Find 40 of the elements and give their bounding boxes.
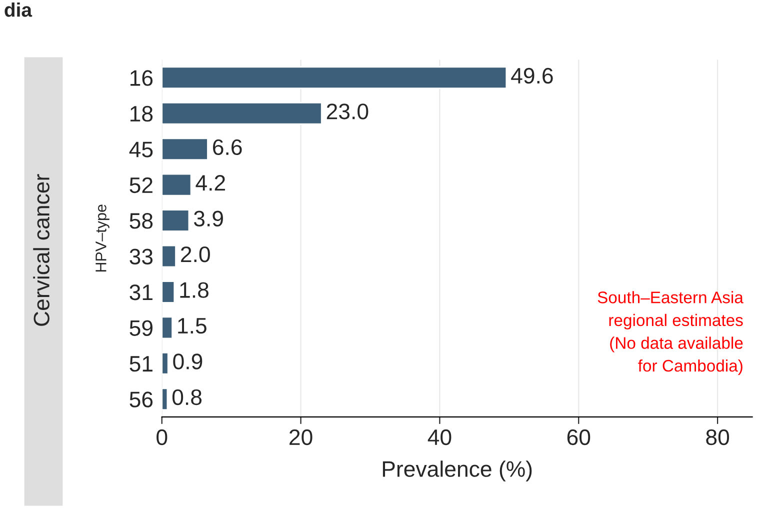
- data-label: 1.5: [178, 318, 206, 334]
- data-label: 3.9: [194, 210, 223, 226]
- data-label: 4.2: [196, 175, 225, 191]
- bar: [162, 209, 190, 232]
- y-tick-label: 56: [130, 392, 153, 408]
- y-tick-label: 31: [130, 284, 152, 300]
- x-axis-title: Prevalence (%): [382, 460, 532, 482]
- bar: [162, 102, 322, 125]
- data-label: 49.6: [511, 68, 553, 84]
- y-axis-title: HPV–type: [96, 204, 110, 272]
- bar: [162, 173, 192, 196]
- data-label: 2.0: [181, 246, 210, 262]
- x-tick-label: 0: [156, 429, 168, 446]
- y-tick-label: 59: [130, 320, 152, 336]
- bar: [162, 352, 169, 375]
- y-tick-label: 16: [130, 70, 153, 86]
- bar: [162, 280, 176, 304]
- x-tick-label: 80: [706, 429, 730, 446]
- data-label: 0.9: [173, 354, 202, 370]
- x-tick-label: 40: [428, 429, 452, 446]
- data-label: 6.6: [213, 139, 242, 156]
- y-tick-label: 51: [130, 356, 152, 372]
- y-tick-label: 58: [130, 213, 153, 229]
- x-tick-label: 60: [567, 429, 590, 446]
- annotation: South–Eastern Asia regional estimates (No data available for Cambodia): [598, 291, 744, 375]
- y-tick-label: 33: [130, 248, 153, 265]
- data-label: 0.8: [172, 389, 202, 406]
- text: dia: [4, 2, 32, 17]
- data-label: 23.0: [326, 104, 368, 120]
- y-tick-label: 52: [130, 177, 152, 194]
- bar: [162, 388, 168, 411]
- text: Cervical cancer: [33, 174, 50, 326]
- y-tick-label: 18: [130, 106, 153, 122]
- bar: [162, 138, 208, 160]
- bar: [162, 244, 176, 268]
- y-tick-label: 45: [129, 142, 153, 158]
- bar: [162, 316, 173, 340]
- data-label: 1.8: [180, 282, 208, 298]
- bar: [162, 66, 508, 90]
- x-tick-label: 20: [290, 429, 312, 446]
